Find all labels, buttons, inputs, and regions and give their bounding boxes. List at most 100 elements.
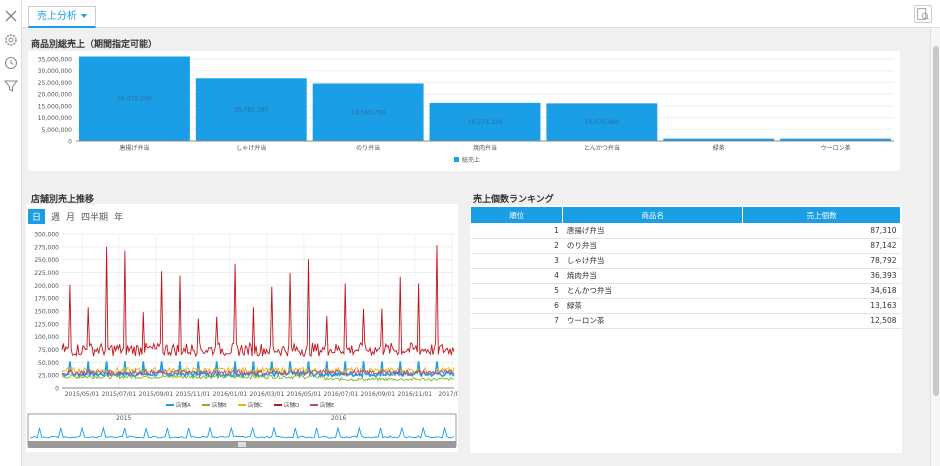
product-name-cell: 緑茶: [562, 298, 743, 314]
y-tick-label: 250,000: [34, 257, 59, 264]
table-row[interactable]: 4 焼肉弁当 36,393: [471, 268, 901, 284]
y-tick-label: 225,000: [34, 270, 59, 277]
search-panel-icon[interactable]: [914, 5, 932, 23]
bar: [429, 102, 541, 141]
y-tick-label: 275,000: [34, 244, 59, 251]
bar: [195, 78, 307, 141]
table-row[interactable]: 1 唐揚げ弁当 87,310: [471, 223, 901, 239]
product-name-cell: 唐揚げ弁当: [562, 223, 743, 239]
rank-cell: 1: [471, 223, 563, 239]
rank-cell: 5: [471, 283, 563, 299]
data-label: 24,540,750: [351, 109, 386, 116]
bar: [79, 56, 190, 141]
legend-label: 店舗D: [284, 401, 299, 409]
scroll-thumb[interactable]: [933, 46, 939, 396]
rank-cell: 2: [471, 238, 563, 254]
col-rank[interactable]: 順位: [471, 207, 564, 223]
series-line: [61, 244, 455, 358]
count-cell: 34,618: [742, 283, 901, 299]
navigator-frame: [27, 413, 457, 447]
count-cell: 87,310: [742, 223, 901, 239]
col-name[interactable]: 商品名: [562, 207, 744, 223]
series-line: [61, 368, 455, 378]
x-tick-label: とんかつ弁当: [584, 144, 620, 152]
dashboard: 商品別総売上（期間指定可能） 0 5,000,000 10,000,000 15,00…: [22, 28, 930, 466]
y-tick-label: 50,000: [38, 360, 59, 367]
close-icon[interactable]: [3, 8, 19, 24]
bar: [546, 103, 658, 141]
x-tick-label: 2015/09/01: [139, 391, 174, 398]
bar-chart: 0 5,000,000 10,000,000 15,000,000 20,000,000…: [38, 56, 894, 164]
legend-swatch: [454, 157, 459, 162]
filter-icon[interactable]: [3, 78, 19, 94]
table-row[interactable]: 2 のり弁当 87,142: [471, 238, 901, 254]
table-row[interactable]: 5 とんかつ弁当 34,618: [471, 283, 901, 299]
data-label: 26,785,280: [234, 107, 269, 114]
granularity-option[interactable]: 週: [51, 213, 61, 223]
y-tick-label: 200,000: [34, 283, 59, 290]
rank-cell: 7: [471, 313, 563, 329]
rank-cell: 4: [471, 268, 563, 284]
count-cell: 12,508: [742, 313, 901, 329]
bar-chart-panel: 0 5,000,000 10,000,000 15,000,000 20,000,000…: [28, 51, 900, 171]
x-tick-label: 2015/05/01: [65, 391, 100, 398]
table-row[interactable]: 6 緑茶 13,163: [471, 298, 901, 314]
granularity-option[interactable]: 月: [66, 213, 76, 223]
granularity-option[interactable]: 年: [114, 213, 124, 223]
y-tick-label: 15,000,000: [38, 103, 73, 110]
count-cell: 87,142: [742, 238, 901, 254]
chevron-down-icon[interactable]: [81, 14, 87, 18]
history-icon[interactable]: [3, 55, 19, 71]
x-tick-label: のり弁当: [356, 144, 380, 152]
product-name-cell: しゃけ弁当: [562, 253, 743, 269]
granularity-option[interactable]: 日: [28, 209, 46, 224]
count-cell: 13,163: [742, 298, 901, 314]
data-label: 36,070,000: [117, 96, 152, 103]
sidebar: [0, 0, 22, 466]
y-tick-label: 0: [68, 139, 72, 146]
product-name-cell: ウーロン茶: [562, 313, 743, 329]
y-tick-label: 0: [55, 386, 59, 393]
tab-sales-analysis[interactable]: 売上分析: [28, 6, 96, 28]
gear-icon[interactable]: [3, 32, 19, 48]
x-tick-label: 2016/05/01: [287, 391, 322, 398]
col-count[interactable]: 売上個数: [742, 207, 901, 223]
y-tick-label: 150,000: [34, 309, 59, 316]
legend-label: 店舗B: [212, 401, 227, 409]
table-row[interactable]: 3 しゃけ弁当 78,792: [471, 253, 901, 269]
granularity-option[interactable]: 四半期: [81, 213, 109, 223]
tab-label: 売上分析: [37, 11, 77, 22]
table-row[interactable]: 7 ウーロン茶 12,508: [471, 313, 901, 329]
x-tick-label: 2016/09/01: [361, 391, 396, 398]
product-name-cell: 焼肉弁当: [562, 268, 743, 284]
y-tick-label: 5,000,000: [41, 127, 72, 134]
x-tick-label: 2015/11/01: [176, 391, 211, 398]
y-tick-label: 100,000: [34, 334, 59, 341]
bar: [663, 138, 775, 141]
y-tick-label: 175,000: [34, 296, 59, 303]
y-tick-label: 25,000,000: [38, 80, 73, 87]
line-chart-panel: 0 25,000 50,000 75,000 100,000 125,000 150,000…: [26, 204, 466, 452]
ranking-title: 売上個数ランキング: [473, 195, 554, 205]
ranking-table: 順位 商品名 売上個数 1 唐揚げ弁当 87,310 2 のり弁当 87,142 3…: [471, 207, 901, 329]
x-tick-label: しゃけ弁当: [236, 144, 266, 152]
legend-label: 店舗C: [248, 401, 263, 409]
granularity-selector: 日週月四半期年: [28, 209, 129, 224]
y-tick-label: 75,000: [38, 347, 59, 354]
x-tick-label: 緑茶: [713, 144, 725, 152]
series-line: [61, 366, 455, 376]
x-tick-label: 唐揚げ弁当: [119, 144, 149, 152]
y-tick-label: 25,000: [38, 373, 59, 380]
navigator-year-label: 2016: [331, 415, 346, 422]
y-tick-label: 20,000,000: [38, 92, 73, 99]
y-tick-label: 10,000,000: [38, 115, 73, 122]
series-line: [61, 361, 455, 379]
page-scrollbar[interactable]: [930, 28, 940, 466]
bar: [780, 138, 891, 141]
chart1-title: 商品別総売上（期間指定可能）: [31, 40, 158, 50]
top-bar: 売上分析: [0, 0, 940, 28]
navigator-handle: [238, 442, 246, 447]
navigator-year-label: 2015: [116, 415, 131, 422]
series-line: [61, 373, 455, 382]
count-cell: 36,393: [742, 268, 901, 284]
